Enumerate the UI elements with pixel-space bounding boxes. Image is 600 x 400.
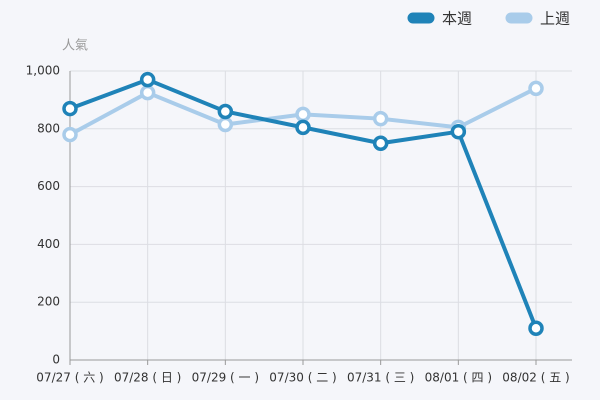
point (139, 84, 156, 101)
y-axis-label: 人氣 (62, 39, 88, 54)
legend-label: 本週 (442, 10, 472, 28)
x-tick-label: 07/29 ( 一 ) (192, 371, 259, 385)
x-tick-label: 08/02 ( 五 ) (502, 371, 569, 385)
x-tick-label: 07/27 ( 六 ) (36, 371, 103, 385)
point (62, 126, 78, 143)
y-tick-label: 600 (37, 179, 60, 193)
point (139, 71, 156, 88)
y-tick-label: 0 (52, 353, 60, 367)
y-tick-label: 800 (37, 121, 60, 135)
point (217, 116, 234, 133)
x-tick-label: 07/30 ( 二 ) (269, 371, 336, 385)
point (372, 110, 389, 127)
x-tick-label: 07/31 ( 三 ) (347, 371, 414, 385)
point (62, 100, 78, 117)
x-tick-label: 08/01 ( 四 ) (425, 371, 492, 385)
y-tick-label: 400 (37, 237, 60, 251)
point (295, 106, 311, 123)
legend-swatch (407, 12, 435, 24)
point (295, 119, 311, 136)
y-tick-label: 1,000 (26, 64, 60, 78)
point (217, 103, 234, 120)
legend-label: 上週 (540, 10, 570, 28)
point (528, 80, 544, 97)
legend-swatch (505, 12, 533, 24)
y-tick-label: 200 (37, 295, 60, 309)
point (450, 123, 467, 140)
x-tick-label: 07/28 ( 日 ) (114, 371, 181, 385)
point (372, 135, 389, 151)
point (528, 320, 544, 336)
